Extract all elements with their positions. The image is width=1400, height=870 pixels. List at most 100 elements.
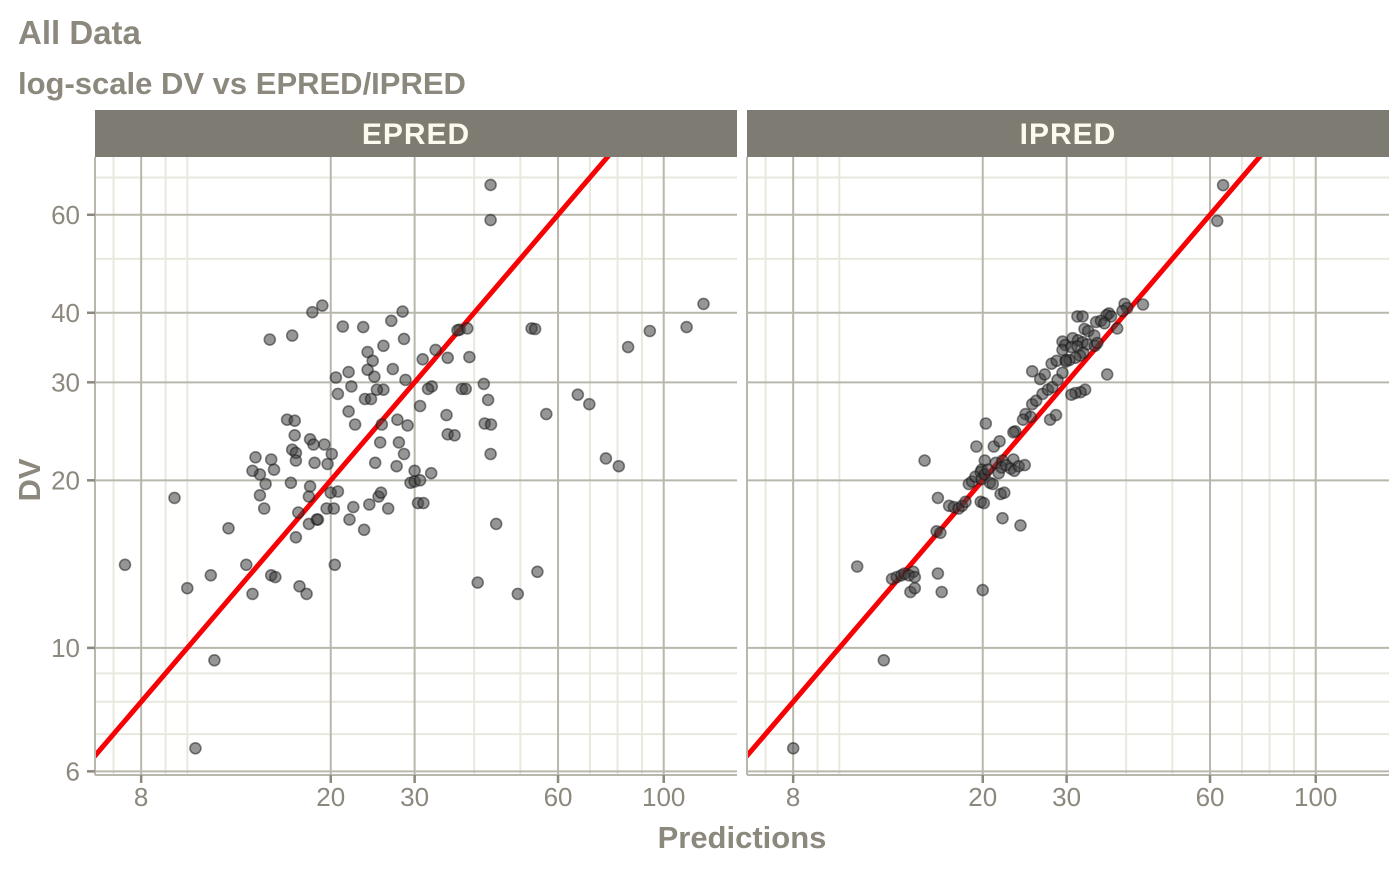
data-point	[307, 438, 320, 451]
data-point	[1056, 366, 1069, 380]
data-point	[268, 570, 282, 584]
data-point	[424, 466, 438, 480]
x-tick-label: 30	[400, 782, 429, 812]
data-point	[285, 329, 299, 342]
data-point	[308, 456, 321, 470]
data-point	[1098, 316, 1111, 330]
data-point	[289, 454, 303, 467]
data-point	[357, 523, 371, 537]
data-point	[321, 457, 334, 471]
data-point	[621, 340, 635, 354]
data-point	[1038, 368, 1052, 381]
data-point	[612, 459, 626, 473]
data-point	[370, 383, 384, 397]
data-point	[1116, 304, 1129, 318]
data-point	[118, 558, 132, 572]
x-tick-label: 100	[1294, 782, 1337, 812]
data-point	[643, 324, 657, 338]
data-point	[481, 393, 495, 407]
data-point	[328, 558, 342, 572]
x-tick-label: 30	[1052, 782, 1081, 812]
data-point	[959, 495, 972, 509]
data-point	[441, 351, 455, 365]
data-point	[440, 408, 453, 422]
data-point	[240, 558, 253, 572]
data-point	[1065, 388, 1078, 402]
data-point	[264, 453, 278, 466]
data-point	[249, 450, 262, 464]
data-point	[997, 486, 1011, 500]
data-point	[397, 447, 411, 461]
data-point	[908, 570, 922, 584]
data-point	[1007, 425, 1020, 439]
data-point	[392, 436, 406, 449]
data-point	[391, 413, 404, 427]
data-point	[977, 496, 991, 510]
data-point	[986, 477, 1000, 491]
data-point	[934, 526, 947, 540]
points-group-epred	[118, 178, 710, 755]
data-point	[877, 653, 891, 667]
data-point	[329, 371, 343, 384]
data-point	[356, 320, 370, 334]
facet-panel-ipred: 8 20 30 60 100 IPRED	[746, 110, 1389, 812]
data-point	[311, 513, 325, 526]
data-point	[599, 452, 613, 465]
data-point	[484, 418, 498, 431]
data-point	[397, 332, 411, 346]
data-point	[935, 585, 949, 599]
data-point	[259, 477, 272, 491]
x-tick-label: 100	[642, 782, 685, 812]
data-point	[246, 587, 259, 601]
data-point	[401, 419, 414, 432]
data-point	[246, 464, 259, 478]
data-point	[345, 380, 358, 393]
data-point	[1059, 355, 1073, 368]
data-point	[697, 297, 710, 311]
data-point	[346, 500, 360, 514]
data-point	[582, 397, 596, 411]
data-point	[484, 178, 497, 192]
data-point	[267, 463, 281, 477]
data-point	[204, 568, 218, 582]
data-point	[528, 322, 542, 336]
x-tick-label: 60	[544, 782, 573, 812]
data-point	[931, 567, 945, 580]
data-point	[364, 392, 378, 406]
data-point	[1110, 322, 1124, 335]
data-point	[539, 407, 553, 421]
data-point	[786, 741, 800, 755]
data-point	[979, 417, 993, 430]
data-point	[342, 365, 355, 379]
data-point	[373, 436, 387, 449]
x-axis-title: Predictions	[658, 820, 827, 855]
data-point	[976, 583, 990, 597]
panel-background	[747, 157, 1389, 775]
panels-group: 8 20 30 60 100 6 10 20 30 40 60 EPRED 8 20 30 60 100 IPRE…	[51, 110, 1389, 812]
data-point	[362, 498, 376, 511]
data-point	[302, 490, 316, 503]
x-tick-label: 20	[316, 782, 345, 812]
facet-strip-epred	[95, 110, 737, 157]
y-tick-label: 30	[51, 367, 80, 397]
y-tick-label: 10	[51, 633, 80, 663]
data-point	[208, 653, 221, 667]
identity-line	[95, 157, 611, 760]
x-tick-label: 60	[1196, 782, 1225, 812]
data-point	[1136, 298, 1150, 311]
y-tick-label: 6	[66, 756, 80, 786]
x-tick-label: 20	[968, 782, 997, 812]
data-point	[1025, 364, 1039, 378]
data-point	[168, 491, 181, 505]
data-point	[1016, 413, 1030, 427]
data-point	[368, 370, 381, 384]
data-point	[451, 323, 464, 337]
data-point	[417, 496, 430, 510]
data-point	[377, 339, 390, 353]
data-point	[571, 388, 585, 402]
data-point	[399, 373, 412, 387]
data-point	[253, 488, 267, 502]
data-point	[408, 464, 421, 478]
